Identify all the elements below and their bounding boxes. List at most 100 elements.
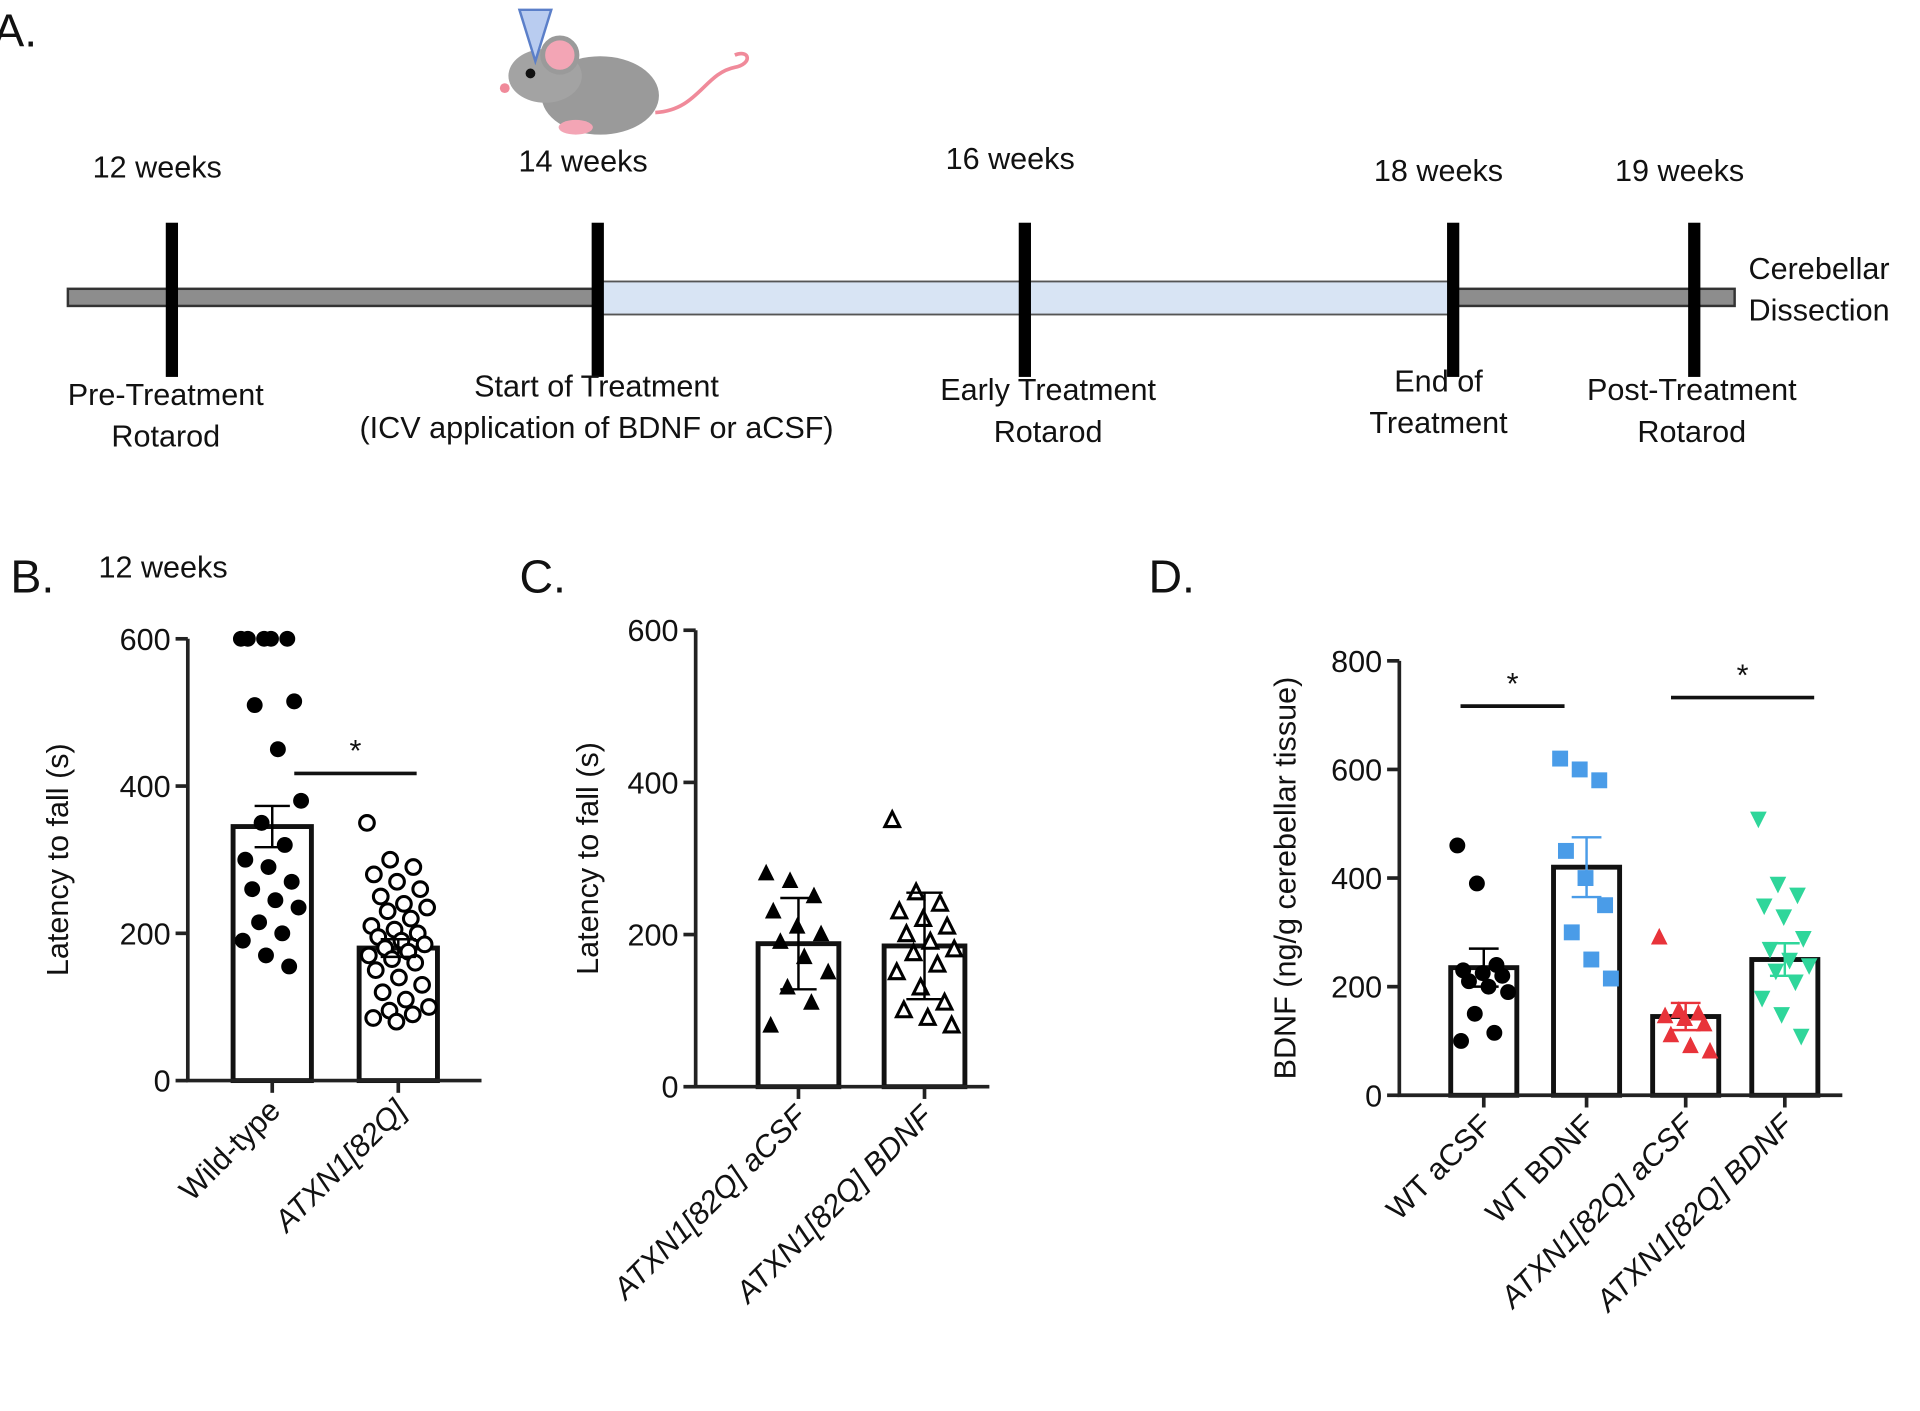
data-point	[1682, 1036, 1699, 1054]
data-point	[237, 851, 254, 868]
data-point	[1557, 842, 1574, 859]
milestone-event: Start of Treatment	[474, 369, 719, 403]
data-point	[366, 961, 385, 980]
data-point	[1468, 875, 1485, 892]
data-point	[1769, 876, 1787, 894]
timeline: A. 12 weeks Pre-Treatment Rotarod 14 weeks St…	[0, 5, 1890, 454]
milestone-event: Early Treatment	[940, 373, 1156, 407]
data-point	[930, 892, 950, 912]
bar-chart: B. 12 weeks Latency to fall (s) 0 200 400 600 W…	[10, 550, 482, 1240]
data-point	[764, 901, 782, 919]
error-bar	[780, 896, 817, 991]
y-axis-label: Latency to fall (s)	[41, 743, 75, 976]
milestone-event: End of	[1394, 365, 1483, 399]
data-point	[290, 899, 307, 916]
data-point	[381, 850, 400, 869]
milestone-event: Treatment	[1369, 406, 1508, 440]
x-tick-label: ATXN1[82Q] aCSF	[1493, 1106, 1702, 1315]
data-point	[253, 814, 270, 831]
data-point	[286, 693, 303, 710]
data-point	[413, 975, 431, 994]
error-bar	[254, 804, 290, 849]
error-bar	[1468, 947, 1499, 988]
y-tick-label: 0	[1365, 1079, 1382, 1113]
error-bar	[380, 937, 416, 959]
data-point	[1755, 898, 1773, 916]
significance-label: *	[1507, 667, 1519, 701]
data-point	[1571, 761, 1588, 778]
significance-label: *	[1737, 658, 1749, 692]
data-point	[239, 630, 256, 647]
y-tick-label: 0	[154, 1065, 171, 1099]
y-axis-label: BDNF (ng/g cerebellar tissue)	[1268, 677, 1302, 1080]
axes	[1397, 660, 1843, 1098]
data-point	[1597, 897, 1614, 914]
data-point	[1701, 1041, 1719, 1059]
data-point	[388, 872, 406, 891]
y-tick-label: 0	[662, 1071, 679, 1105]
data-point	[1792, 1028, 1810, 1046]
panel-label: D.	[1148, 550, 1194, 602]
data-point	[387, 1012, 406, 1031]
data-point	[941, 1013, 962, 1034]
data-point	[788, 917, 806, 934]
data-point	[1494, 967, 1511, 984]
data-point	[1453, 1033, 1469, 1049]
mouse-illustration	[499, 8, 750, 135]
y-tick-label: 400	[628, 766, 679, 800]
data-point	[772, 932, 789, 949]
data-point	[283, 873, 300, 890]
data-point	[411, 880, 430, 899]
milestone-time: 12 weeks	[93, 150, 222, 184]
end-event: Dissection	[1749, 294, 1890, 328]
data-point	[1500, 984, 1517, 1001]
data-point	[378, 902, 397, 921]
data-point	[920, 930, 941, 950]
x-tick-label: ATXN1[82Q]	[267, 1092, 414, 1239]
x-tick-label: Wild-type	[173, 1093, 287, 1207]
data-point	[917, 1006, 938, 1026]
data-point	[395, 894, 413, 913]
y-axis-label: Latency to fall (s)	[571, 742, 605, 975]
data-point	[418, 898, 436, 917]
data-point	[274, 925, 291, 942]
milestone-marker	[165, 222, 179, 377]
data-point	[934, 991, 955, 1011]
data-point	[1552, 750, 1569, 767]
data-point	[819, 962, 837, 980]
chart-title: 12 weeks	[98, 551, 227, 585]
data-point	[927, 952, 948, 973]
milestone-marker	[591, 222, 604, 377]
panel-label: A.	[0, 5, 37, 57]
data-point	[1650, 927, 1668, 945]
milestone-time: 14 weeks	[518, 144, 647, 178]
data-point	[1775, 909, 1793, 926]
milestone-marker	[1018, 222, 1031, 377]
data-point	[246, 697, 263, 714]
y-tick-label: 600	[628, 614, 679, 648]
data-point	[937, 914, 957, 935]
data-point	[251, 914, 268, 931]
axes	[185, 638, 482, 1083]
error-bar	[906, 891, 943, 1001]
panel-label: C.	[519, 550, 566, 602]
data-point	[293, 792, 310, 809]
data-point	[401, 909, 420, 928]
data-point	[404, 858, 423, 876]
data-point	[415, 935, 434, 954]
data-point	[364, 865, 383, 884]
y-tick-label: 200	[628, 919, 679, 953]
panel-label: B.	[10, 550, 54, 602]
milestone-event: Rotarod	[994, 415, 1103, 449]
bar-chart: D. BDNF (ng/g cerebellar tissue) 0 200 400 60…	[1148, 550, 1843, 1319]
data-point	[1602, 970, 1619, 987]
data-point	[894, 998, 914, 1019]
data-point	[781, 871, 799, 889]
milestone-time: 16 weeks	[946, 142, 1075, 176]
y-tick-label: 600	[1331, 753, 1382, 787]
data-point	[358, 814, 376, 832]
data-point	[1750, 811, 1767, 829]
y-tick-label: 400	[120, 770, 171, 804]
data-point	[1800, 958, 1818, 975]
data-point	[903, 941, 924, 962]
